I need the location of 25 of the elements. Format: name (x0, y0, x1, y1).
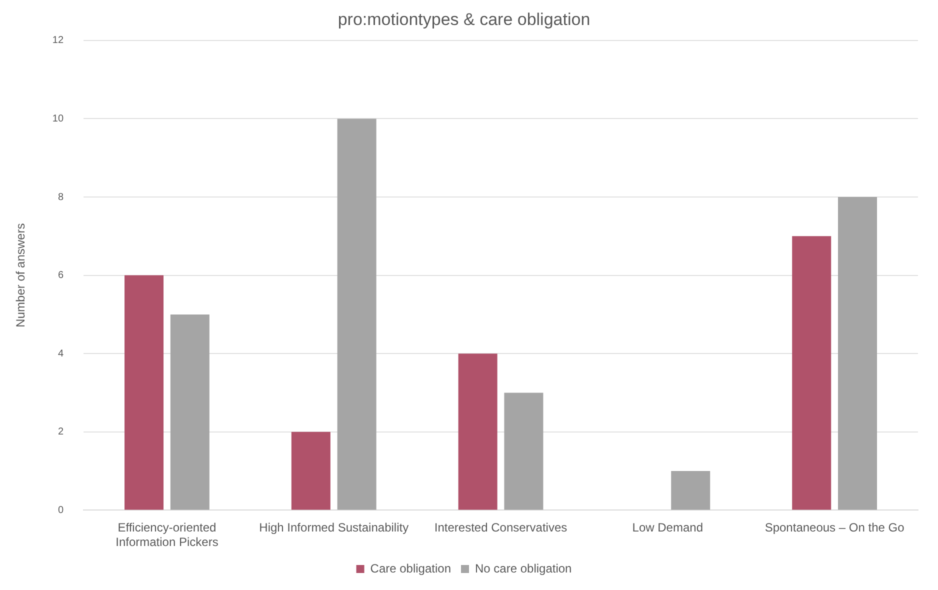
x-tick-label: Interested Conservatives (434, 520, 568, 535)
bar (124, 275, 164, 510)
bar (458, 354, 498, 510)
legend-label: No care obligation (474, 561, 572, 576)
x-tick-label: Spontaneous – On the Go (764, 520, 905, 535)
x-tick-label: High Informed Sustainability (259, 520, 409, 535)
y-axis-title: Number of answers (14, 223, 28, 328)
y-tick-label: 10 (52, 113, 64, 124)
y-tick-label: 12 (52, 35, 64, 46)
y-tick-label: 8 (58, 192, 64, 203)
y-tick-label: 6 (58, 270, 64, 282)
y-tick-label: 0 (58, 504, 64, 516)
y-tick-label: 2 (58, 426, 64, 438)
bar (291, 432, 330, 510)
bar (170, 314, 210, 510)
bar (792, 236, 832, 510)
x-tick-label: Low Demand (632, 520, 704, 535)
x-tick-label: Efficiency-oriented Information Pickers (116, 520, 218, 550)
bar (337, 118, 376, 510)
bar (671, 471, 710, 510)
bar (504, 392, 544, 510)
legend-label: Care obligation (370, 561, 451, 576)
y-tick-label: 4 (58, 348, 64, 360)
chart-title: pro:motiontypes & care obligation (338, 10, 590, 29)
bar (838, 197, 878, 510)
